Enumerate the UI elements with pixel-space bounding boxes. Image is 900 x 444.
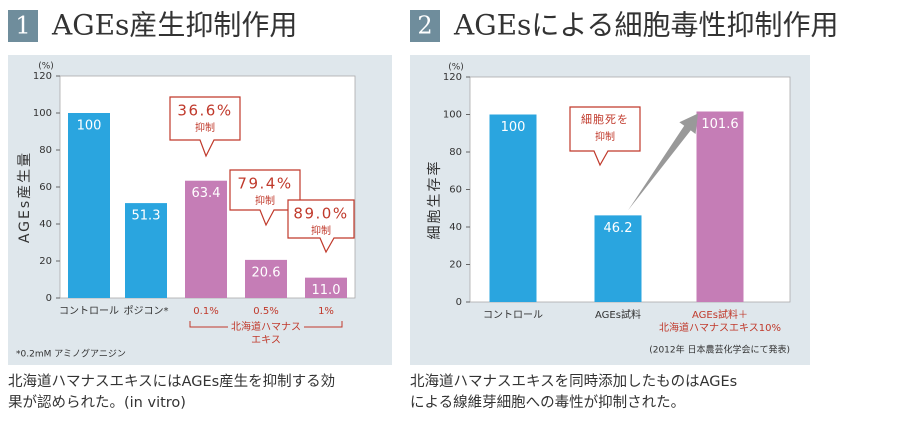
x-tick-label: 0.1% bbox=[193, 306, 218, 317]
x-tick-label: AGEs試料＋ bbox=[692, 308, 748, 321]
y-tick-label: 80 bbox=[449, 147, 462, 158]
caption: 果が認められた。(in vitro) bbox=[8, 394, 186, 411]
y-unit: (%) bbox=[448, 63, 464, 73]
x-tick-label: 0.5% bbox=[253, 306, 278, 317]
arrow bbox=[628, 113, 698, 211]
caption: 北海道ハマナスエキスにはAGEs産生を抑制する効 bbox=[8, 373, 335, 390]
caption: による線維芽細胞への毒性が抑制された。 bbox=[410, 394, 685, 411]
value-label: 100 bbox=[501, 120, 526, 135]
group-label: エキス bbox=[251, 335, 281, 346]
y-tick-label: 100 bbox=[443, 110, 462, 121]
callout-text: 抑制 bbox=[195, 121, 215, 134]
value-label: 100 bbox=[77, 119, 102, 134]
bar bbox=[185, 180, 227, 298]
x-tick-label: 1% bbox=[318, 306, 334, 317]
bar bbox=[245, 259, 287, 298]
value-label: 20.6 bbox=[252, 265, 281, 280]
caption: 北海道ハマナスエキスを同時添加したものはAGEs bbox=[410, 373, 737, 390]
panel-number: 2 bbox=[417, 12, 432, 40]
x-tick-label: 北海道ハマナスエキス10% bbox=[659, 321, 781, 334]
callout-text: 79.4% bbox=[237, 175, 292, 193]
y-axis-label: AGEs産生量 bbox=[17, 151, 33, 243]
value-label: 63.4 bbox=[192, 186, 221, 201]
y-unit: (%) bbox=[38, 62, 54, 72]
y-tick-label: 100 bbox=[33, 108, 52, 119]
callout bbox=[169, 96, 241, 158]
callout bbox=[287, 199, 355, 254]
callout-text: 抑制 bbox=[255, 194, 275, 207]
value-label: 51.3 bbox=[132, 209, 161, 224]
number-box bbox=[8, 10, 38, 42]
footnote: *0.2mM アミノグアニジン bbox=[16, 348, 126, 360]
y-tick-label: 0 bbox=[456, 297, 462, 308]
group-label: 北海道ハマナス bbox=[231, 320, 301, 333]
callout-text: 36.6% bbox=[177, 102, 232, 120]
value-label: 101.6 bbox=[701, 117, 738, 132]
y-tick-label: 40 bbox=[449, 222, 462, 233]
y-tick-label: 20 bbox=[39, 256, 52, 267]
callout bbox=[229, 169, 301, 227]
y-tick-label: 60 bbox=[39, 182, 52, 193]
y-tick-label: 40 bbox=[39, 219, 52, 230]
panel-title: AGEs産生抑制作用 bbox=[51, 9, 297, 42]
y-tick-label: 20 bbox=[449, 260, 462, 271]
callout-text: 89.0% bbox=[293, 205, 348, 223]
bar bbox=[696, 111, 744, 302]
x-tick-label: AGEs試料 bbox=[595, 308, 641, 321]
callout-text: 抑制 bbox=[311, 224, 331, 237]
y-tick-label: 120 bbox=[443, 72, 462, 83]
y-axis-label: 細胞生存率 bbox=[426, 160, 443, 240]
value-label: 11.0 bbox=[312, 283, 341, 298]
note: (2012年 日本農芸化学会にて発表) bbox=[649, 344, 790, 356]
y-tick-label: 60 bbox=[449, 185, 462, 196]
x-tick-label: コントロール bbox=[483, 310, 543, 321]
y-tick-label: 80 bbox=[39, 145, 52, 156]
bar bbox=[489, 114, 537, 302]
bar bbox=[594, 215, 642, 302]
group-bracket bbox=[189, 321, 343, 328]
x-tick-label: コントロール bbox=[59, 306, 119, 317]
bar bbox=[305, 277, 347, 298]
y-tick-label: 0 bbox=[46, 293, 52, 304]
panel-number: 1 bbox=[15, 12, 30, 40]
y-tick-label: 120 bbox=[33, 71, 52, 82]
callout-text: 細胞死を bbox=[581, 113, 629, 126]
panel-title: AGEsによる細胞毒性抑制作用 bbox=[453, 9, 839, 42]
bar bbox=[68, 113, 110, 298]
value-label: 46.2 bbox=[604, 221, 633, 236]
bar bbox=[125, 203, 167, 298]
number-box bbox=[410, 10, 440, 42]
x-tick-label: ポジコン* bbox=[124, 305, 169, 317]
callout bbox=[569, 106, 641, 167]
callout-text: 抑制 bbox=[595, 130, 615, 143]
